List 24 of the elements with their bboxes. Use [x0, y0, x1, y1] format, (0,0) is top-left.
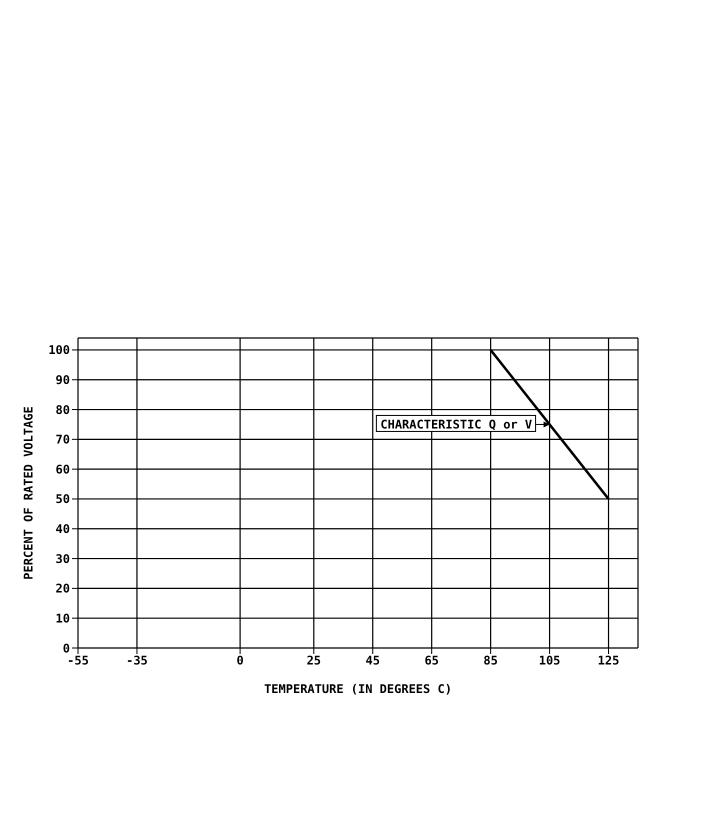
x-tick-label: 85 [483, 654, 498, 668]
y-tick-label: 60 [56, 462, 70, 476]
x-tick-label: 65 [424, 654, 439, 668]
x-tick-label: 125 [598, 654, 620, 668]
x-tick-label: -35 [126, 654, 148, 668]
x-tick-label: 45 [366, 654, 380, 668]
annotation: CHARACTERISTIC Q or V [380, 417, 532, 432]
y-tick-label: 90 [56, 372, 70, 387]
x-tick-label: 105 [538, 654, 560, 668]
note-callout: CHARACTERISTIC Q or V [376, 414, 550, 432]
y-axis-title: PERCENT OF RATED VOLTAGE [21, 406, 36, 580]
y-tick-label: 30 [56, 552, 70, 566]
x-tick-label: 0 [236, 654, 244, 668]
y-tick-label: 50 [56, 492, 70, 506]
x-tick-label: -55 [67, 654, 89, 668]
x-tick-label: 25 [306, 654, 322, 668]
y-tick-label: 0 [62, 641, 70, 656]
x-axis-title: TEMPERATURE (IN DEGREES C) [264, 682, 452, 696]
y-tick-label: 80 [56, 402, 70, 417]
y-tick-label: 20 [56, 582, 70, 596]
y-tick-label: 40 [56, 522, 70, 536]
y-tick-label: 10 [56, 611, 70, 626]
y-tick-label: 70 [56, 432, 70, 447]
y-tick-label: 100 [48, 343, 70, 358]
